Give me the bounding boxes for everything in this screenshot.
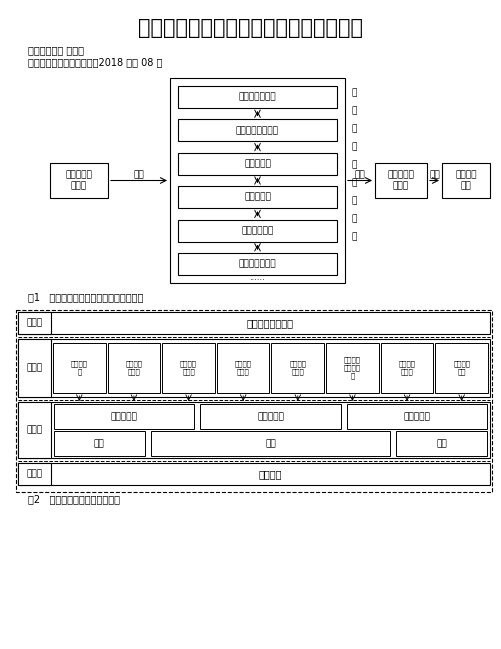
Text: 与: 与	[351, 160, 356, 169]
Bar	[107, 343, 160, 393]
Bar	[18, 339, 489, 397]
Text: 射: 射	[351, 143, 356, 151]
Bar	[178, 186, 336, 208]
Text: 图2   保障设备鉴定方案平台结构: 图2 保障设备鉴定方案平台结构	[28, 494, 120, 504]
Text: 特征数据
库: 特征数据 库	[71, 361, 88, 375]
Text: 控制层: 控制层	[27, 426, 43, 434]
Text: 输入: 输入	[133, 170, 144, 179]
Bar	[150, 431, 390, 456]
Bar	[271, 343, 324, 393]
Text: 方法库管理: 方法库管理	[403, 412, 429, 421]
Bar	[54, 404, 194, 429]
Text: 表现层: 表现层	[27, 469, 43, 478]
Bar	[380, 343, 432, 393]
Bar	[346, 404, 486, 429]
Text: 模型库管理: 模型库管理	[111, 412, 137, 421]
Bar	[16, 310, 491, 492]
Bar	[178, 253, 336, 275]
Text: 设备研制
厂家数据
库: 设备研制 厂家数据 库	[343, 356, 360, 380]
Text: 人机界面: 人机界面	[258, 469, 282, 479]
Text: 鉴定准则
数据库: 鉴定准则 数据库	[180, 361, 197, 375]
Text: 设备特征参数库: 设备特征参数库	[238, 93, 276, 101]
Text: 裁剪: 裁剪	[429, 170, 439, 179]
Text: 辑: 辑	[351, 197, 356, 206]
Bar	[18, 312, 489, 334]
Bar	[434, 343, 487, 393]
Bar	[200, 404, 340, 429]
Bar	[50, 163, 108, 198]
Text: 控制: 控制	[265, 439, 276, 448]
Bar	[18, 402, 51, 458]
Bar	[170, 78, 344, 283]
Text: 通信: 通信	[435, 439, 446, 448]
Text: 航空地面保障设备鉴定方案支持平台构建: 航空地面保障设备鉴定方案支持平台构建	[138, 18, 363, 38]
Text: 关: 关	[351, 88, 356, 97]
Bar	[178, 153, 336, 175]
Bar	[441, 163, 489, 198]
Bar	[53, 343, 105, 393]
Text: 鉴定方案
模板: 鉴定方案 模板	[452, 361, 469, 375]
Bar	[18, 463, 489, 485]
Text: 设备型号
数据库: 设备型号 数据库	[289, 361, 306, 375]
Text: 作者：黄丙寅 胡田义: 作者：黄丙寅 胡田义	[28, 45, 84, 55]
Text: 来源：《航空维修与工程》2018 年第 08 期: 来源：《航空维修与工程》2018 年第 08 期	[28, 57, 162, 67]
Text: 试验方法库: 试验方法库	[243, 193, 271, 202]
Text: 输出: 输出	[354, 170, 365, 179]
Text: 断: 断	[351, 232, 356, 241]
Bar	[18, 339, 51, 397]
Bar	[374, 163, 426, 198]
Text: ......: ......	[249, 273, 265, 282]
Text: 服务: 服务	[94, 439, 104, 448]
Text: 数据库管理: 数据库管理	[257, 412, 284, 421]
Text: 鉴定试验推
荐方案: 鉴定试验推 荐方案	[387, 171, 414, 191]
Text: 评判准则库: 评判准则库	[243, 159, 271, 168]
Bar	[18, 463, 51, 485]
Text: 数据层: 数据层	[27, 363, 43, 373]
Bar	[178, 219, 336, 241]
Text: 输出层: 输出层	[27, 319, 43, 328]
Text: 保障设备特
征描述: 保障设备特 征描述	[66, 171, 92, 191]
Text: 决: 决	[351, 215, 356, 223]
Bar	[178, 86, 336, 108]
Text: 参数、指标类型库: 参数、指标类型库	[235, 126, 279, 135]
Bar	[54, 431, 144, 456]
Bar	[216, 343, 269, 393]
Text: 图1   保障设备鉴定方案支持平台运行流程: 图1 保障设备鉴定方案支持平台运行流程	[28, 292, 143, 302]
Text: 鉴定方案范例: 鉴定方案范例	[241, 226, 273, 235]
Bar	[162, 343, 214, 393]
Text: 参数指标
数据库: 参数指标 数据库	[125, 361, 142, 375]
Bar	[18, 312, 51, 334]
Text: 鉴定试验
方案: 鉴定试验 方案	[454, 171, 476, 191]
Text: 保障设备鉴定方案: 保障设备鉴定方案	[246, 318, 294, 328]
Bar	[18, 402, 489, 458]
Text: 映: 映	[351, 125, 356, 134]
Bar	[326, 343, 378, 393]
Bar	[396, 431, 486, 456]
Text: 鉴定方案
范例库: 鉴定方案 范例库	[234, 361, 251, 375]
Text: 试验方法
数据库: 试验方法 数据库	[398, 361, 415, 375]
Bar	[178, 119, 336, 141]
Text: 系: 系	[351, 106, 356, 116]
Text: 逻: 逻	[351, 178, 356, 188]
Text: 保障设备数据库: 保障设备数据库	[238, 260, 276, 269]
